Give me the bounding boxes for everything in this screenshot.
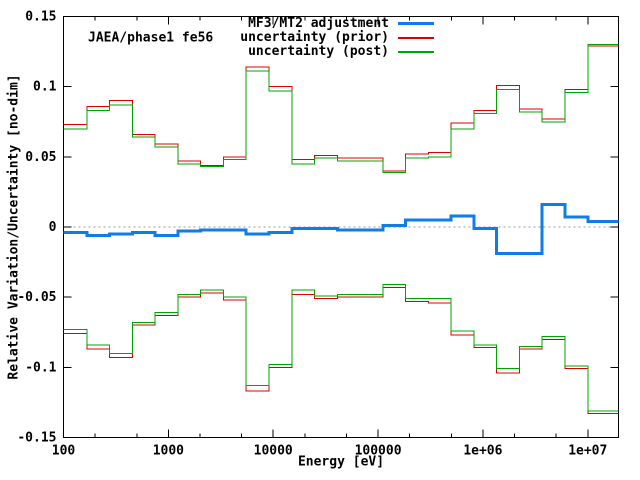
legend-item-prior: uncertainty (prior) <box>0 30 434 45</box>
legend-item-adjustment: MF3/MT2 adjustment <box>0 16 434 31</box>
series-adjustment <box>63 203 619 256</box>
series-prior-lower <box>63 286 619 415</box>
series-prior-upper <box>63 45 619 172</box>
x-tick-label: 1e+06 <box>463 444 502 459</box>
x-axis-title: Energy [eV] <box>297 454 385 470</box>
legend-item-post: uncertainty (post) <box>0 44 434 59</box>
x-tick-label: 1000 <box>153 444 184 459</box>
y-tick-label: -0.15 <box>17 431 56 446</box>
y-tick-label: -0.1 <box>25 360 56 375</box>
legend-label-adjustment: MF3/MT2 adjustment <box>248 16 389 31</box>
series-post-lower <box>63 284 619 412</box>
y-tick-label: 0.1 <box>33 80 57 95</box>
x-tick-label: 1e+07 <box>568 444 607 459</box>
x-tick-label: 100 <box>52 444 76 459</box>
series-post-upper <box>63 44 619 173</box>
x-tick-label: 10000 <box>254 444 293 459</box>
y-tick-label: 0 <box>49 220 57 235</box>
y-tick-label: 0.15 <box>25 10 56 25</box>
legend-line-sample-prior <box>398 36 434 39</box>
legend-label-prior: uncertainty (prior) <box>240 30 389 45</box>
y-tick-label: 0.05 <box>25 150 56 165</box>
legend-label-post: uncertainty (post) <box>248 44 389 59</box>
plot-annotation: JAEA/phase1 fe56 <box>88 30 214 46</box>
y-tick-label: -0.05 <box>17 290 56 305</box>
legend-line-sample-post <box>398 50 434 53</box>
x-tick-label: 100000 <box>355 444 402 459</box>
y-axis-title: Relative Variation/Uncertainty [no-dim] <box>6 74 22 380</box>
legend-line-sample-adjustment <box>398 22 434 25</box>
legend: MF3/MT2 adjustment uncertainty (prior) u… <box>0 16 434 59</box>
